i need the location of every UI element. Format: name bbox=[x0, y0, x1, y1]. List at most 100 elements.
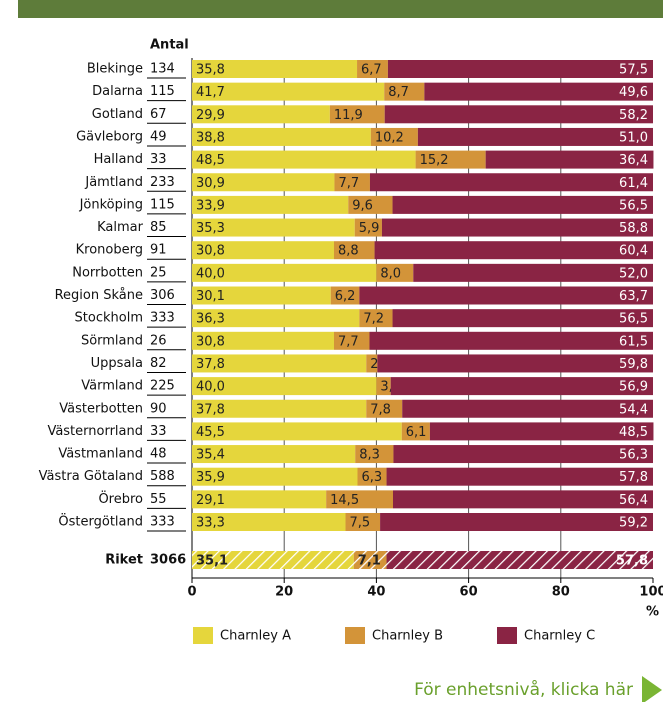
category-label: Riket bbox=[105, 553, 143, 568]
bar-segment bbox=[192, 173, 335, 192]
value-label: 57,5 bbox=[619, 63, 648, 78]
bar-segment bbox=[366, 399, 403, 418]
value-label: 56,3 bbox=[619, 448, 648, 463]
bar-segment bbox=[192, 399, 367, 418]
link-text[interactable]: För enhetsnivå, klicka här bbox=[414, 679, 633, 700]
value-label: 52,0 bbox=[619, 266, 648, 281]
bar-segment bbox=[392, 309, 653, 328]
value-label: 58,8 bbox=[619, 221, 648, 236]
bar-segment bbox=[333, 331, 370, 350]
value-label: 48,5 bbox=[619, 425, 648, 440]
bar-segment bbox=[384, 105, 653, 124]
count-header: Antal bbox=[150, 38, 189, 53]
link-arrow[interactable] bbox=[642, 676, 662, 702]
bar-segment bbox=[429, 422, 654, 441]
count-label: 306 bbox=[150, 288, 175, 303]
count-label: 33 bbox=[150, 424, 167, 439]
bar-segment bbox=[357, 60, 388, 78]
bar-segment bbox=[402, 399, 653, 418]
value-label: 7,7 bbox=[338, 334, 359, 349]
x-axis-label: % bbox=[646, 605, 659, 620]
value-label: 29,9 bbox=[196, 108, 225, 123]
category-label: Norrbotten bbox=[72, 265, 143, 280]
bar-segment bbox=[369, 173, 653, 192]
category-label: Region Skåne bbox=[55, 288, 143, 303]
value-label: 7,1 bbox=[358, 554, 381, 569]
count-label: 115 bbox=[150, 84, 175, 99]
count-label: 49 bbox=[150, 129, 167, 144]
bar-segment bbox=[392, 490, 653, 509]
count-label: 588 bbox=[150, 469, 175, 484]
bar-segment bbox=[192, 490, 327, 509]
bar-segment bbox=[370, 127, 418, 146]
value-label: 45,5 bbox=[196, 425, 225, 440]
x-tick-label: 0 bbox=[187, 585, 196, 600]
bar-segment bbox=[192, 60, 358, 78]
category-label: Kronoberg bbox=[76, 243, 143, 258]
count-label: 90 bbox=[150, 401, 167, 416]
value-label: 30,8 bbox=[196, 334, 225, 349]
value-label: 8,3 bbox=[359, 448, 380, 463]
count-label: 115 bbox=[150, 197, 175, 212]
value-label: 35,8 bbox=[196, 63, 225, 78]
value-label: 56,4 bbox=[619, 493, 648, 508]
bar-segment bbox=[393, 445, 653, 464]
value-label: 15,2 bbox=[420, 153, 449, 168]
bar-segment bbox=[374, 241, 653, 260]
value-label: 37,8 bbox=[196, 357, 225, 372]
bar-segment bbox=[192, 195, 349, 214]
category-label: Västmanland bbox=[58, 447, 143, 462]
legend-label: Charnley C bbox=[524, 629, 595, 644]
value-label: 57,8 bbox=[616, 554, 648, 569]
bar-segment bbox=[345, 513, 381, 531]
value-label: 41,7 bbox=[196, 85, 225, 100]
bar-segment bbox=[401, 422, 430, 441]
unit-link[interactable]: För enhetsnivå, klicka här bbox=[414, 676, 662, 702]
bar-segment bbox=[330, 286, 360, 305]
value-label: 49,6 bbox=[619, 85, 648, 100]
bar-segment bbox=[369, 331, 653, 350]
value-label: 30,1 bbox=[196, 289, 225, 304]
value-label: 8,8 bbox=[338, 244, 359, 259]
bar-segment bbox=[355, 445, 394, 464]
bar-segment bbox=[192, 467, 358, 486]
bar-segment bbox=[192, 82, 385, 101]
count-label: 333 bbox=[150, 311, 175, 326]
x-tick-label: 60 bbox=[460, 585, 478, 600]
bar-segment bbox=[357, 467, 387, 486]
category-label: Jönköping bbox=[79, 197, 143, 212]
bar-segment bbox=[192, 286, 331, 305]
bar-segment bbox=[387, 60, 653, 78]
count-label: 33 bbox=[150, 152, 167, 167]
count-label: 25 bbox=[150, 265, 167, 280]
count-label: 134 bbox=[150, 62, 175, 77]
bar-segment bbox=[348, 195, 393, 214]
bar-segment bbox=[192, 513, 346, 531]
value-label: 8,7 bbox=[388, 85, 409, 100]
bar-segment bbox=[333, 241, 375, 260]
bar-segment bbox=[192, 445, 356, 464]
bar-segment bbox=[377, 354, 653, 373]
bar-segment bbox=[354, 218, 382, 237]
bar-segment bbox=[390, 377, 653, 396]
value-label: 63,7 bbox=[619, 289, 648, 304]
category-label: Dalarna bbox=[92, 84, 143, 99]
value-label: 61,4 bbox=[619, 176, 648, 191]
value-label: 40,0 bbox=[196, 380, 225, 395]
bar-segment bbox=[359, 286, 653, 305]
value-label: 56,9 bbox=[619, 380, 648, 395]
bar-segment bbox=[392, 195, 653, 214]
category-label: Jämtland bbox=[84, 175, 143, 190]
bar-segment bbox=[192, 354, 367, 373]
bar-segment bbox=[192, 309, 360, 328]
bar-segment bbox=[192, 263, 377, 282]
count-label: 91 bbox=[150, 243, 167, 258]
value-label: 56,5 bbox=[619, 312, 648, 327]
legend-swatch bbox=[345, 627, 365, 644]
category-label: Sörmland bbox=[81, 333, 143, 348]
category-label: Gotland bbox=[92, 107, 143, 122]
value-label: 33,9 bbox=[196, 198, 225, 213]
bar-segment bbox=[376, 377, 391, 396]
value-label: 36,3 bbox=[196, 312, 225, 327]
